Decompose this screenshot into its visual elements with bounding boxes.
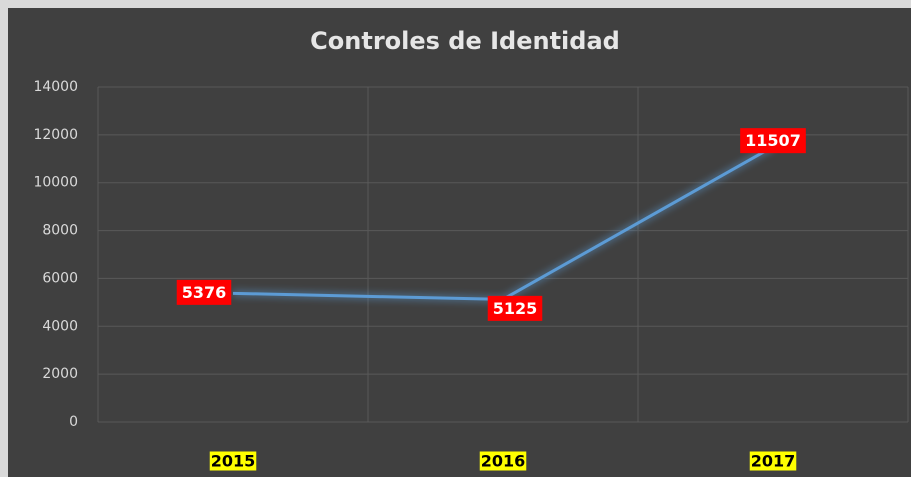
data-label-box: [176, 279, 232, 305]
y-tick-label: 6000: [42, 270, 78, 286]
data-label: 11507: [745, 131, 801, 150]
y-tick-label: 8000: [42, 223, 78, 239]
y-tick-label: 14000: [33, 79, 78, 95]
y-tick-label: 10000: [33, 175, 78, 191]
category-highlight: [209, 451, 257, 471]
data-label-box: [740, 128, 806, 154]
category-highlight: [749, 451, 797, 471]
x-tick-label: 2015: [211, 452, 256, 471]
y-tick-label: 12000: [33, 127, 78, 143]
x-tick-label: 2016: [481, 452, 526, 471]
chart-background: [8, 8, 911, 477]
category-highlight: [479, 451, 527, 471]
y-tick-label: 0: [69, 414, 78, 430]
y-tick-label: 4000: [42, 318, 78, 334]
data-label-box: [487, 295, 543, 321]
x-tick-label: 2017: [751, 452, 796, 471]
y-tick-label: 2000: [42, 366, 78, 382]
chart-title: Controles de Identidad: [310, 27, 620, 55]
data-label: 5376: [182, 283, 227, 302]
data-label: 5125: [493, 299, 538, 318]
